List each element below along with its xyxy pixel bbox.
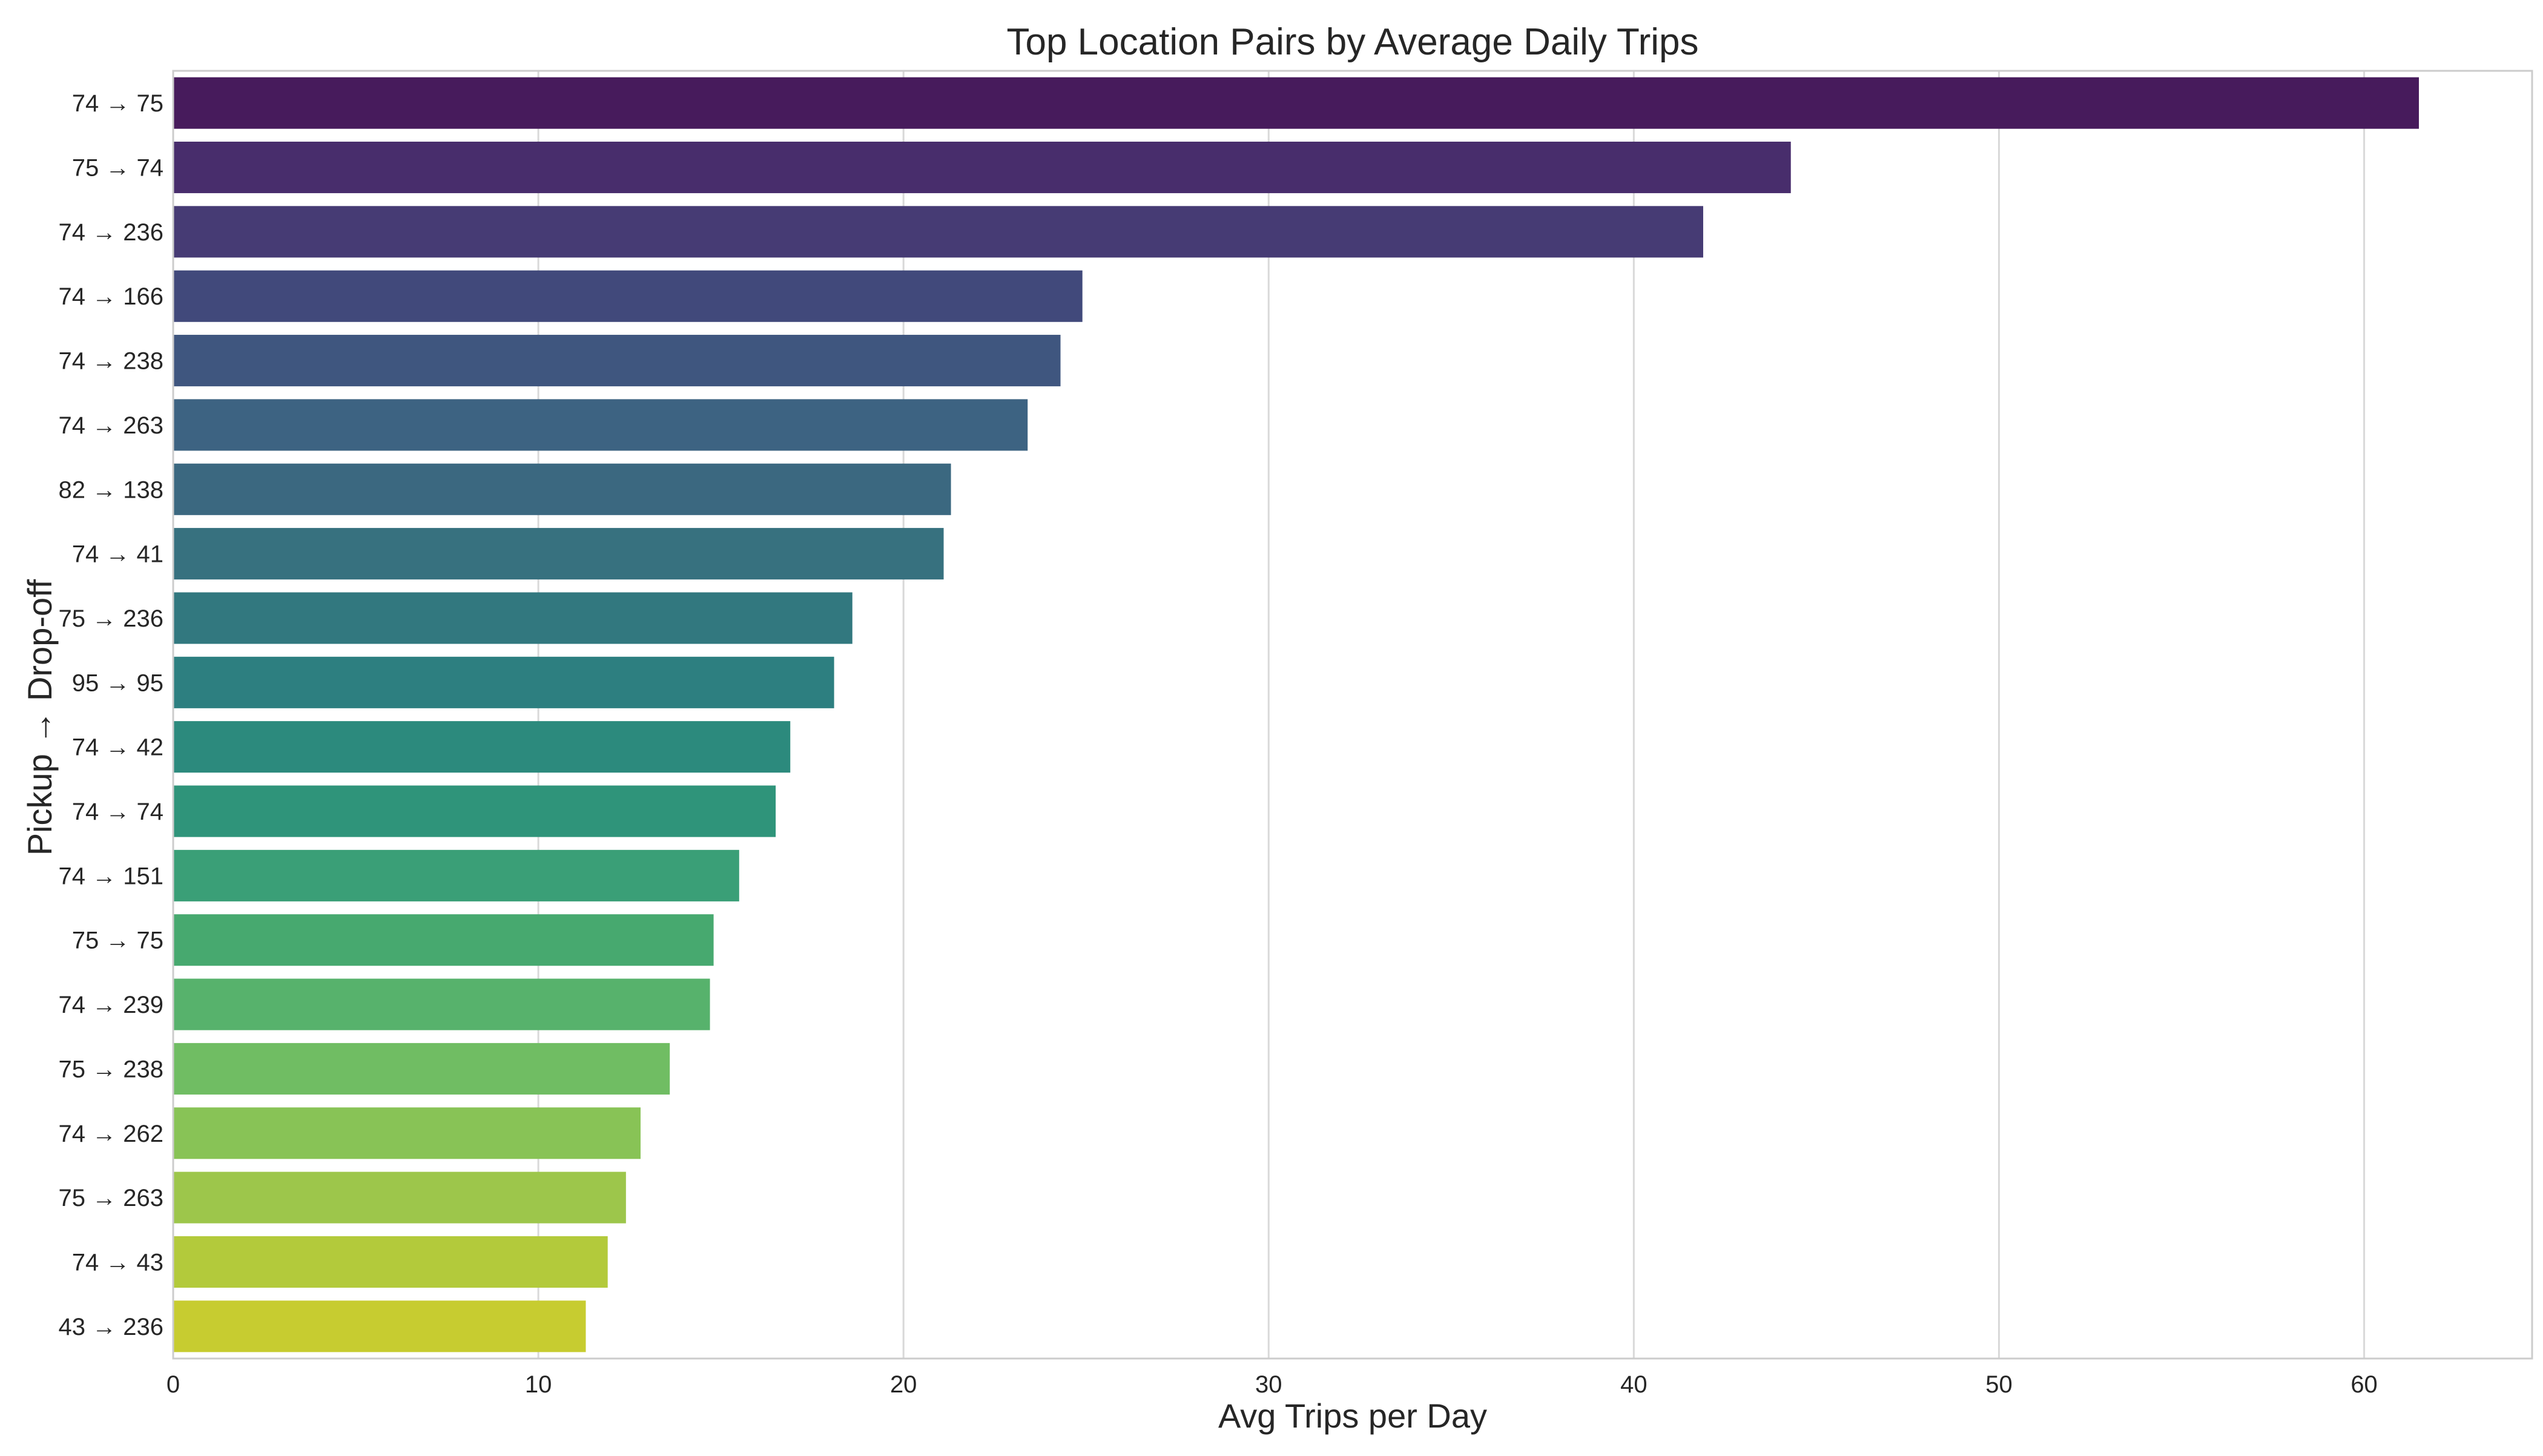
bar (173, 270, 1083, 322)
bar (173, 592, 853, 644)
grid (172, 71, 2366, 1359)
y-tick-label: 75 → 74 (72, 155, 163, 182)
x-tick-label: 50 (1985, 1371, 2013, 1398)
bar (173, 528, 944, 580)
bar (173, 721, 791, 773)
y-tick-label: 74 → 262 (59, 1121, 163, 1147)
y-tick-label: 74 → 151 (59, 863, 163, 889)
bar (173, 1107, 641, 1159)
y-axis-title: Pickup → Drop-off (21, 579, 59, 855)
x-tick-label: 40 (1620, 1371, 1648, 1398)
y-tick-label: 75 → 263 (59, 1185, 163, 1211)
bar (173, 1171, 626, 1224)
bar (173, 206, 1703, 258)
bar (173, 785, 776, 837)
x-axis-title: Avg Trips per Day (1218, 1397, 1487, 1435)
bar (173, 335, 1061, 387)
y-tick-label: 74 → 41 (72, 541, 163, 568)
y-tick-label: 74 → 42 (72, 734, 163, 761)
y-tick-label: 82 → 138 (59, 476, 163, 503)
y-tick-label: 75 → 238 (59, 1056, 163, 1082)
bar (173, 914, 714, 966)
x-axis-ticks: 0 10 20 30 40 50 60 (167, 1371, 2378, 1398)
y-tick-label: 74 → 43 (72, 1249, 163, 1276)
bar (173, 77, 2419, 129)
bar (173, 141, 1791, 194)
y-tick-label: 74 → 74 (72, 799, 163, 825)
bar (173, 656, 834, 708)
x-tick-label: 30 (1255, 1371, 1282, 1398)
x-tick-label: 60 (2350, 1371, 2378, 1398)
bar (173, 1043, 670, 1095)
bar (173, 978, 710, 1030)
x-tick-label: 20 (890, 1371, 917, 1398)
y-tick-label: 75 → 75 (72, 927, 163, 954)
x-tick-label: 0 (167, 1371, 180, 1398)
bars (173, 77, 2419, 1352)
y-tick-label: 75 → 236 (59, 605, 163, 632)
y-tick-label: 74 → 166 (59, 283, 163, 310)
y-tick-label: 74 → 75 (72, 90, 163, 117)
x-tick-label: 10 (525, 1371, 552, 1398)
chart-title: Top Location Pairs by Average Daily Trip… (1006, 21, 1698, 63)
bar (173, 1300, 586, 1352)
plot-frame (172, 70, 2533, 1360)
y-tick-label: 74 → 236 (59, 219, 163, 246)
y-tick-label: 74 → 239 (59, 992, 163, 1018)
y-tick-label: 74 → 263 (59, 412, 163, 439)
bar (173, 463, 951, 515)
y-tick-label: 43 → 236 (59, 1314, 163, 1340)
bar (173, 849, 739, 901)
bar (173, 1236, 608, 1288)
y-tick-label: 95 → 95 (72, 670, 163, 696)
y-axis-ticks: 74 → 75 75 → 74 74 → 236 74 → 166 74 → 238 74… (59, 90, 163, 1340)
y-tick-label: 74 → 238 (59, 348, 163, 375)
bar (173, 399, 1028, 451)
